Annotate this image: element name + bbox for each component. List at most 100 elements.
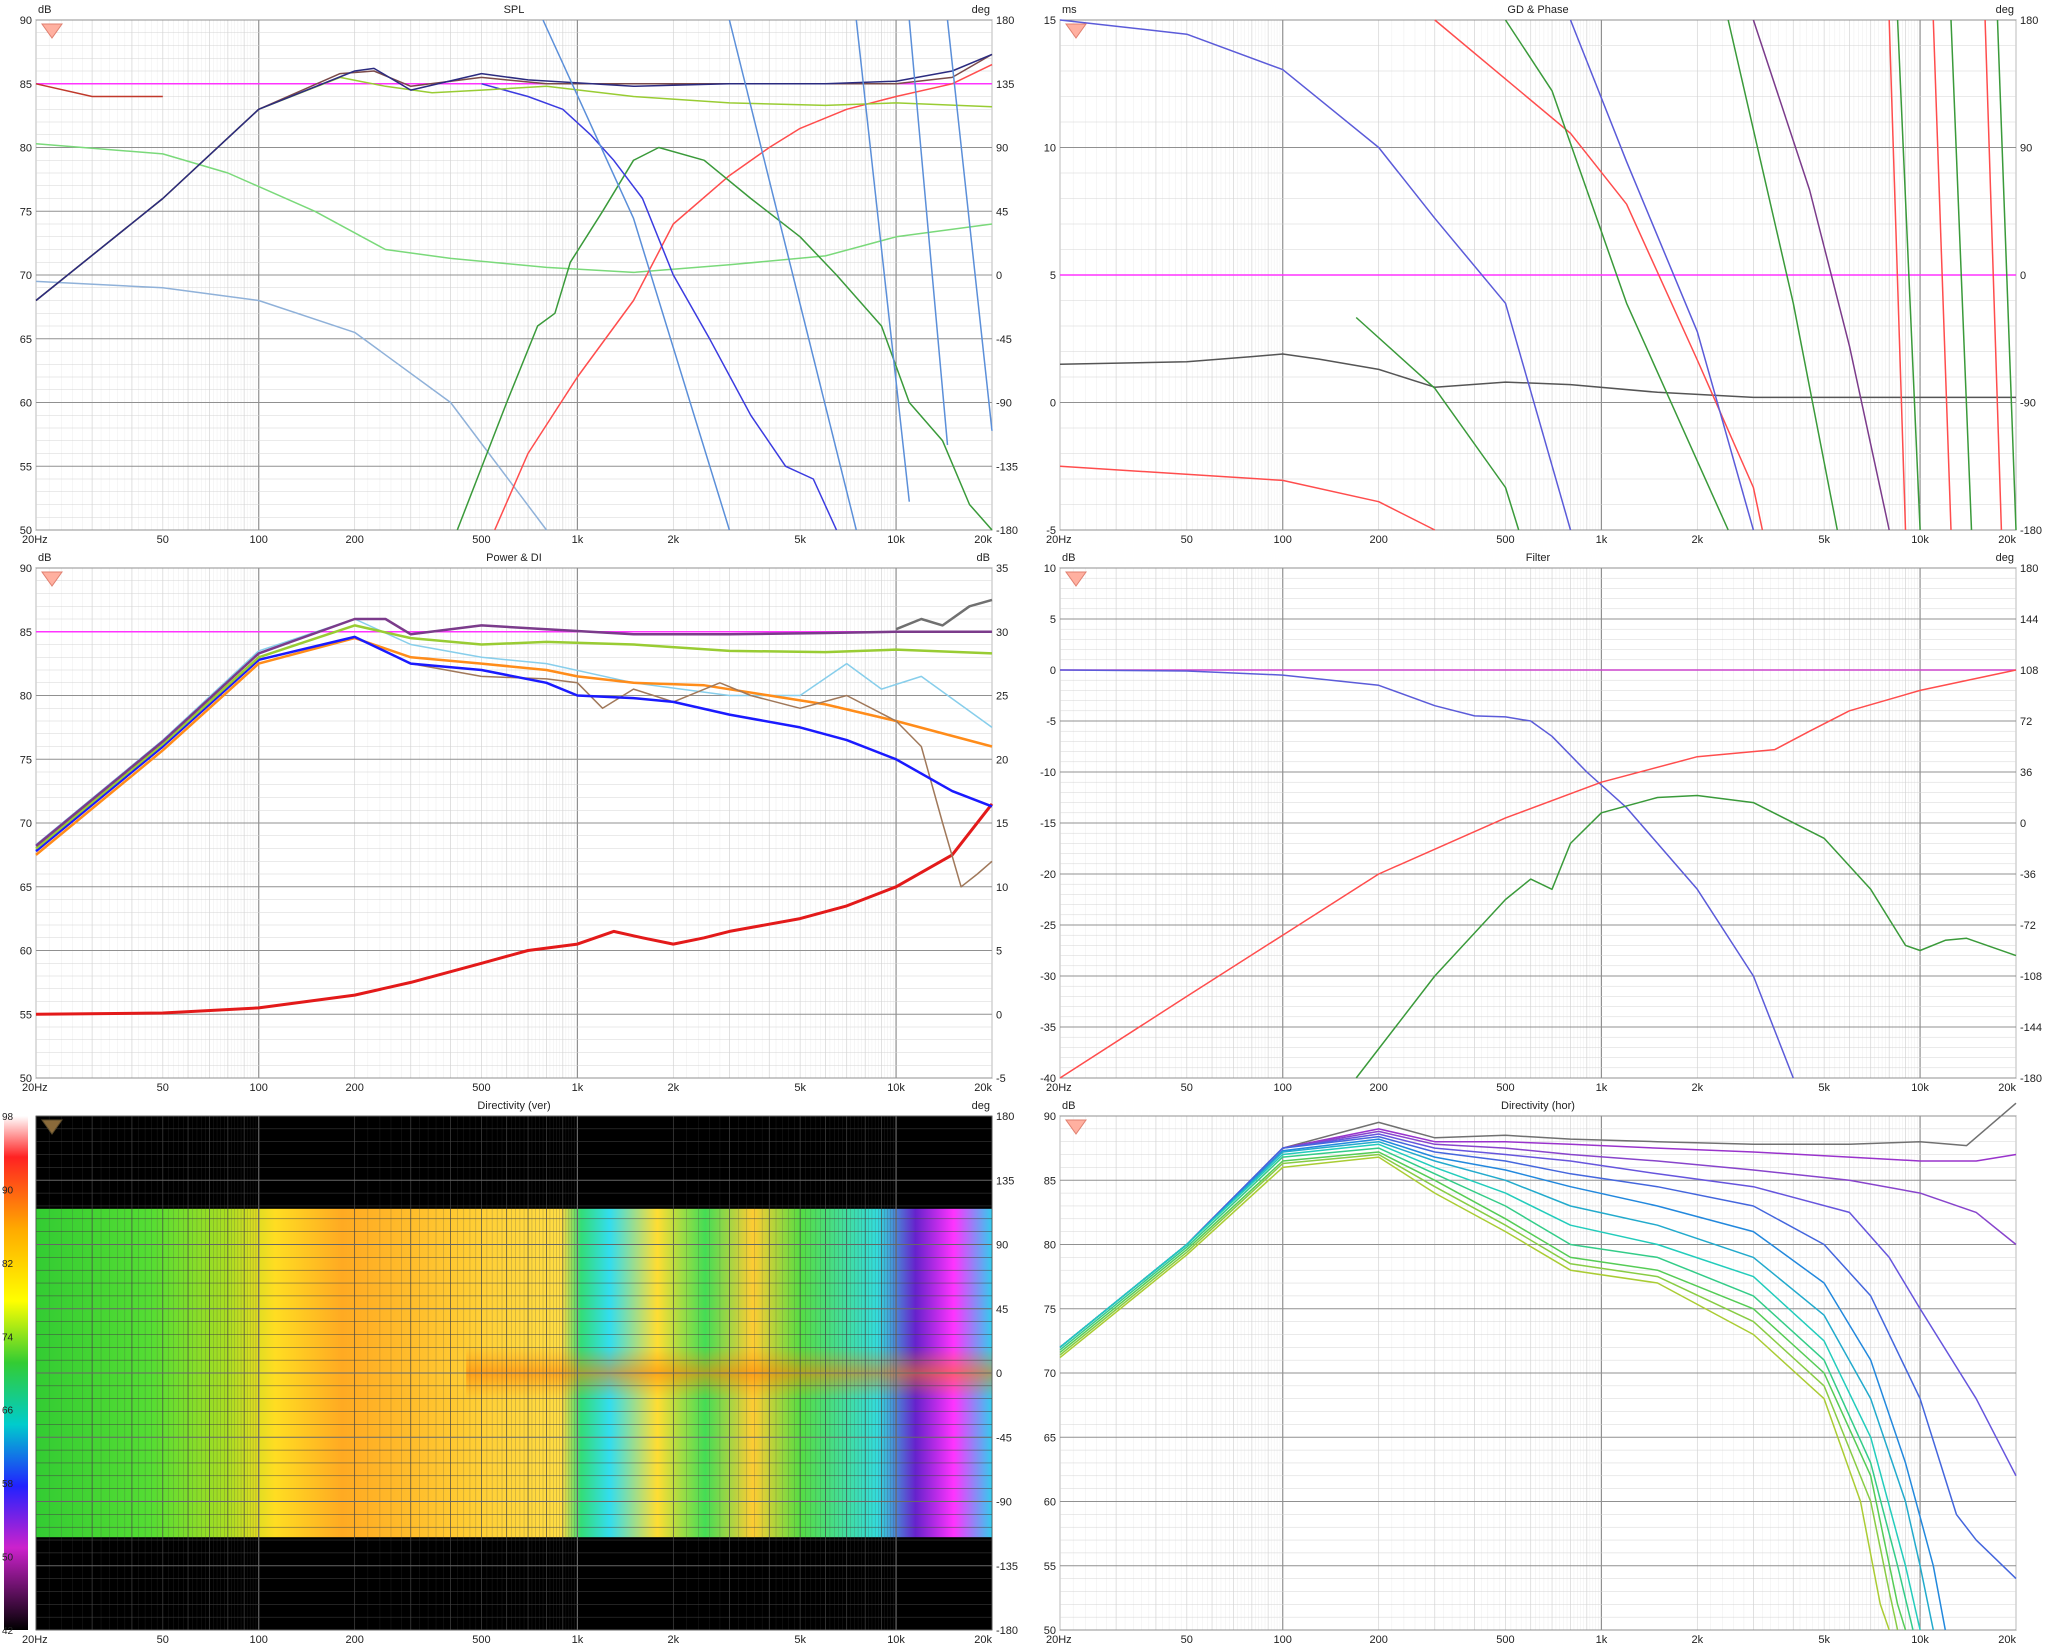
series-4-line (1059, 1135, 2017, 1580)
left-unit-label: dB (38, 4, 51, 16)
x-tick-label: 2k (668, 1082, 680, 1094)
x-tick-label: 100 (250, 1634, 268, 1646)
x-tick-label: 100 (250, 1082, 268, 1094)
x-tick-label: 20k (974, 1634, 992, 1646)
chart-title: Directivity (ver) (477, 1100, 550, 1112)
chart-title: SPL (504, 4, 525, 16)
y2-tick-label: -90 (996, 398, 1012, 410)
color-scale-label: 58 (2, 1479, 14, 1490)
x-tick-label: 100 (250, 534, 268, 546)
series-3-line (1434, 19, 1764, 531)
left-unit-label: ms (1062, 4, 1077, 16)
x-tick-label: 100 (1274, 534, 1292, 546)
series-5-line (1059, 1138, 1947, 1631)
y2-tick-label: 25 (996, 691, 1008, 703)
x-tick-label: 200 (1369, 1082, 1387, 1094)
x-tick-label: 1k (572, 1082, 584, 1094)
y2-tick-label: -108 (2020, 971, 2042, 983)
series-7-line (35, 617, 992, 847)
vituixcad-logo-icon (1065, 571, 1087, 587)
series-4-line (1888, 19, 1907, 531)
series-5-line (456, 146, 993, 531)
series-12-line (1996, 19, 2017, 531)
x-tick-label: 10k (1911, 534, 1929, 546)
y2-tick-label: 0 (2020, 818, 2026, 830)
series-2-line (35, 618, 993, 846)
y-tick-label: -5 (1046, 716, 1056, 728)
x-tick-label: 200 (345, 1634, 363, 1646)
y-tick-label: 70 (20, 818, 32, 830)
color-scale-label: 82 (2, 1259, 14, 1270)
series-4-line (410, 662, 993, 888)
y2-tick-label: 45 (996, 206, 1008, 218)
series-5-line (35, 635, 993, 853)
series-2-line (1059, 669, 2017, 1079)
x-tick-label: 50 (157, 1634, 169, 1646)
y-tick-label: -10 (1040, 767, 1056, 779)
y-tick-label: 15 (1044, 15, 1056, 27)
x-tick-label: 2k (1692, 1082, 1704, 1094)
y-tick-label: 60 (1044, 1497, 1056, 1509)
x-tick-label: 20Hz (1046, 1082, 1072, 1094)
y-tick-label: 70 (20, 270, 32, 282)
x-tick-label: 20Hz (22, 1082, 48, 1094)
series-10-line (1896, 19, 1921, 531)
y2-tick-label: -90 (2020, 398, 2036, 410)
y-tick-label: 75 (20, 206, 32, 218)
x-tick-label: 200 (1369, 1634, 1387, 1646)
y2-tick-label: 108 (2020, 665, 2038, 677)
y2-tick-label: 180 (996, 15, 1014, 27)
series-14-line (946, 19, 993, 431)
y-tick-label: 50 (20, 525, 32, 537)
x-tick-label: 20k (974, 1082, 992, 1094)
y2-tick-label: -72 (2020, 920, 2036, 932)
y-tick-label: 60 (20, 398, 32, 410)
series-6-line (1984, 19, 2003, 531)
y-tick-label: -25 (1040, 920, 1056, 932)
series-11-line (728, 19, 858, 531)
y-tick-label: 50 (20, 1073, 32, 1085)
y2-tick-label: -144 (2020, 1022, 2042, 1034)
y2-tick-label: -5 (996, 1073, 1006, 1085)
chart-title: Power & DI (486, 552, 542, 564)
series-1-line (35, 802, 994, 1016)
right-unit-label: deg (1996, 4, 2014, 16)
y-tick-label: 90 (20, 563, 32, 575)
y-tick-label: 80 (1044, 1240, 1056, 1252)
x-tick-label: 200 (1369, 534, 1387, 546)
y2-tick-label: -180 (2020, 525, 2042, 537)
y2-tick-label: -45 (996, 1432, 1012, 1444)
y2-tick-label: 180 (2020, 563, 2038, 575)
series-7-line (1059, 1143, 1921, 1631)
y-tick-label: -35 (1040, 1022, 1056, 1034)
series-2-line (35, 280, 548, 531)
series-1-line (1059, 669, 1794, 1079)
x-tick-label: 20k (1998, 1634, 2016, 1646)
y2-tick-label: 180 (2020, 15, 2038, 27)
x-tick-label: 5k (794, 1634, 806, 1646)
left-unit-label: dB (1062, 1100, 1075, 1112)
series-8-line (1059, 1147, 1914, 1631)
y-tick-label: 55 (20, 461, 32, 473)
chart-title: GD & Phase (1507, 4, 1568, 16)
y-tick-label: 85 (1044, 1175, 1056, 1187)
y-tick-label: 90 (1044, 1111, 1056, 1123)
y-tick-label: 55 (1044, 1561, 1056, 1573)
left-unit-label: dB (38, 552, 51, 564)
y2-tick-label: 5 (996, 946, 1002, 958)
x-tick-label: 2k (1692, 1634, 1704, 1646)
series-10-line (542, 19, 731, 531)
y2-tick-label: 144 (2020, 614, 2038, 626)
x-tick-label: 500 (472, 534, 490, 546)
series-4-line (494, 63, 993, 531)
x-tick-label: 10k (887, 1082, 905, 1094)
x-tick-label: 2k (1692, 534, 1704, 546)
x-tick-label: 20k (1998, 534, 2016, 546)
x-tick-label: 10k (887, 1634, 905, 1646)
series-5-line (1932, 19, 1952, 531)
y-tick-label: 75 (1044, 1304, 1056, 1316)
y-tick-label: 85 (20, 627, 32, 639)
series-9-line (35, 53, 993, 302)
